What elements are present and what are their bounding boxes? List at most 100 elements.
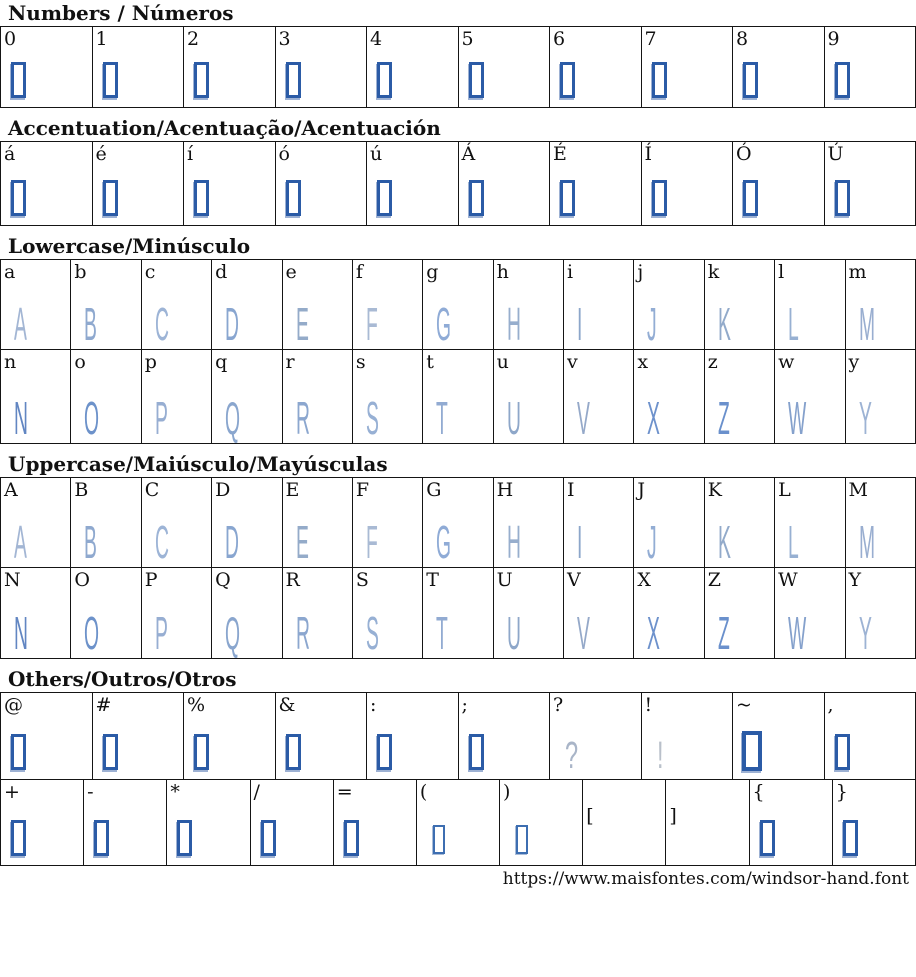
char-label: @ xyxy=(4,694,23,716)
glyph-cell-numbers-1-4: 3 xyxy=(274,26,367,108)
glyph-cell-others-1-6: ; xyxy=(457,692,550,780)
notdef-box-icon xyxy=(743,62,758,98)
char-label: 7 xyxy=(644,28,657,50)
font-specimen-page: Numbers / Números 0 1 2 3 4 5 6 7 8 9 Accentuation/… xyxy=(0,2,916,866)
handwritten-glyph: M xyxy=(858,297,875,350)
char-label: = xyxy=(336,781,353,803)
glyph-cell-numbers-1-6: 5 xyxy=(457,26,550,108)
char-label: 9 xyxy=(827,28,840,50)
notdef-box-icon xyxy=(377,62,392,98)
handwritten-glyph: Z xyxy=(717,606,730,659)
char-label: w xyxy=(778,351,795,373)
handwritten-glyph: N xyxy=(14,606,28,659)
char-label: / xyxy=(253,781,260,803)
char-label: 6 xyxy=(553,28,566,50)
char-label: O xyxy=(74,569,90,591)
glyph-cell-others-2-11: } xyxy=(831,779,916,866)
handwritten-glyph: A xyxy=(14,515,27,568)
glyph-cell-others-1-2: # xyxy=(91,692,184,780)
glyph-cell-others-2-2: - xyxy=(83,779,168,866)
handwritten-glyph: P xyxy=(154,606,168,659)
char-label: ! xyxy=(644,694,653,716)
section-title-lowercase: Lowercase/Minúsculo xyxy=(8,234,251,258)
glyph-cell-others-2-3: * xyxy=(166,779,251,866)
handwritten-glyph: W xyxy=(788,391,807,444)
char-label: l xyxy=(778,261,785,283)
char-label: ~ xyxy=(736,694,752,716)
notdef-box-icon xyxy=(560,62,575,98)
char-label: ; xyxy=(461,694,468,716)
section-title-accents: Accentuation/Acentuação/Acentuación xyxy=(8,116,441,140)
char-label: n xyxy=(4,351,17,373)
char-label: Ú xyxy=(827,143,844,165)
section-title-numbers: Numbers / Números xyxy=(8,1,234,25)
char-label: É xyxy=(553,143,567,165)
glyph-cell-others-1-8: !! xyxy=(640,692,733,780)
handwritten-glyph: V xyxy=(577,606,590,659)
handwritten-glyph: A xyxy=(14,297,27,350)
glyph-cell-accents-1-2: é xyxy=(91,141,184,226)
notdef-box-icon xyxy=(102,734,118,770)
glyph-cell-others-2-10: { xyxy=(748,779,833,866)
char-label: á xyxy=(4,143,16,165)
char-label: t xyxy=(426,351,434,373)
char-label: Í xyxy=(644,143,653,165)
notdef-box-icon xyxy=(560,180,575,216)
glyph-cell-numbers-1-9: 8 xyxy=(732,26,825,108)
notdef-box-icon xyxy=(834,62,850,98)
char-label: & xyxy=(278,694,296,716)
handwritten-glyph: J xyxy=(647,297,658,350)
handwritten-glyph: F xyxy=(365,515,378,568)
char-label: : xyxy=(370,694,377,716)
handwritten-glyph: H xyxy=(506,297,521,350)
char-label: v xyxy=(567,351,578,373)
glyph-cell-numbers-1-5: 4 xyxy=(366,26,459,108)
char-label: * xyxy=(170,781,180,803)
char-label: r xyxy=(285,351,295,373)
glyph-cell-others-2-1: + xyxy=(0,779,85,866)
handwritten-glyph: Q xyxy=(225,391,241,444)
char-label: Ó xyxy=(736,143,752,165)
notdef-box-icon xyxy=(285,62,301,98)
handwritten-glyph: F xyxy=(365,297,378,350)
char-label: o xyxy=(74,351,86,373)
handwritten-glyph: I xyxy=(577,515,583,568)
handwritten-glyph: O xyxy=(84,391,100,444)
handwritten-glyph: M xyxy=(858,515,875,568)
char-label: j xyxy=(637,261,644,283)
handwritten-glyph: K xyxy=(717,515,731,568)
char-label: % xyxy=(187,694,206,716)
handwritten-glyph: O xyxy=(84,606,100,659)
char-label: s xyxy=(355,351,366,373)
char-label: C xyxy=(144,479,160,501)
char-label: } xyxy=(835,781,848,803)
handwritten-glyph: P xyxy=(154,391,168,444)
glyph-cell-others-2-5: = xyxy=(332,779,417,866)
handwritten-glyph: W xyxy=(788,606,807,659)
char-label: c xyxy=(144,261,156,283)
table-row: @ #% &:;??!! ~, xyxy=(0,692,916,780)
char-label: i xyxy=(567,261,574,283)
notdef-box-icon xyxy=(260,820,276,856)
char-label: V xyxy=(567,569,581,591)
char-label: m xyxy=(848,261,867,283)
notdef-box-icon xyxy=(377,734,392,770)
glyph-cell-others-2-8: [ xyxy=(582,779,667,866)
char-label: G xyxy=(426,479,442,501)
